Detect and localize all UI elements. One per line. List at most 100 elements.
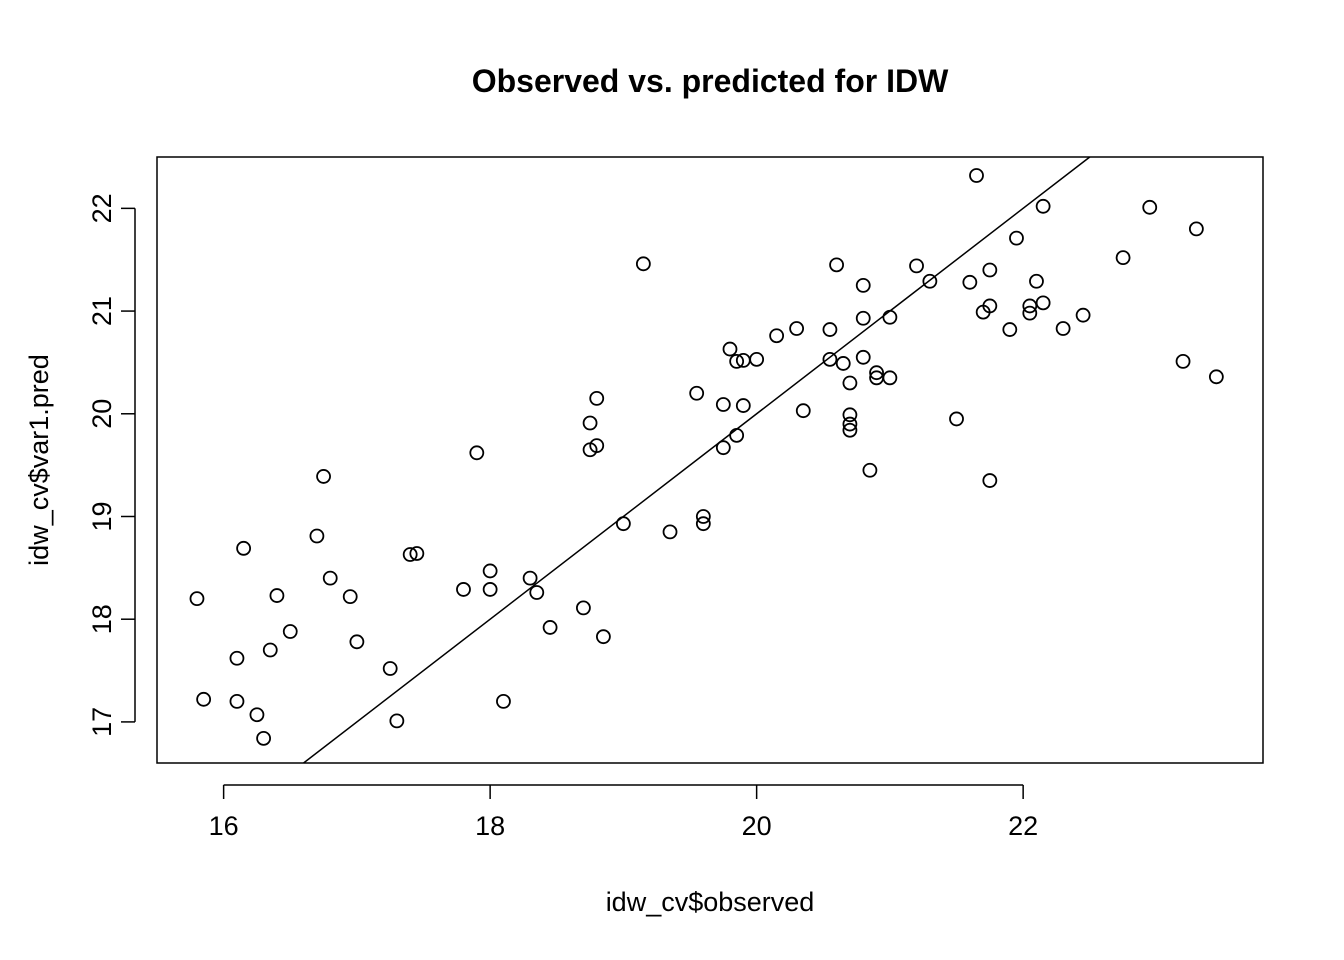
data-point — [269, 588, 285, 603]
data-point — [1029, 273, 1044, 289]
data-point — [949, 411, 964, 427]
data-point — [1009, 230, 1024, 246]
data-point — [482, 582, 498, 597]
data-point — [695, 516, 711, 532]
data-point — [715, 440, 731, 456]
y-axis-label: idw_cv$var1.pred — [24, 354, 54, 566]
data-point — [482, 563, 498, 579]
data-point — [982, 473, 998, 488]
data-point — [282, 624, 298, 639]
data-point — [589, 438, 605, 454]
y-tick-label: 22 — [87, 193, 117, 223]
data-point — [982, 298, 998, 314]
data-point — [456, 582, 471, 597]
data-point — [842, 416, 858, 432]
data-point — [662, 524, 678, 540]
data-point — [789, 321, 805, 336]
x-tick-label: 18 — [475, 811, 505, 841]
data-point — [522, 570, 538, 586]
data-point — [1022, 298, 1038, 314]
data-point — [589, 390, 605, 406]
x-axis: 16 18 20 22 — [209, 784, 1038, 841]
data-point — [349, 634, 365, 650]
data-point — [1035, 198, 1051, 214]
data-point — [236, 540, 252, 556]
plot-frame — [156, 156, 1264, 764]
data-point — [922, 273, 938, 289]
data-point — [882, 309, 898, 325]
data-point — [196, 691, 212, 707]
data-point — [529, 585, 545, 600]
y-tick-label: 21 — [87, 296, 117, 326]
data-point — [249, 707, 265, 723]
data-point — [382, 661, 398, 676]
data-point — [689, 385, 705, 401]
reference-line — [303, 156, 1091, 764]
data-point — [969, 168, 984, 183]
data-point — [735, 398, 751, 413]
y-axis: 17 18 19 20 21 22 — [87, 193, 136, 737]
data-point — [1075, 307, 1091, 323]
y-tick-label: 19 — [87, 501, 117, 531]
data-point — [576, 600, 591, 616]
data-point — [855, 349, 871, 365]
data-point — [822, 322, 838, 337]
data-point — [795, 403, 811, 419]
data-point — [1022, 305, 1038, 321]
data-point — [855, 277, 871, 293]
data-point — [1002, 322, 1018, 337]
data-point — [316, 469, 331, 484]
data-point — [842, 407, 858, 423]
data-point — [1142, 199, 1158, 215]
data-point — [582, 415, 598, 431]
data-point — [1055, 321, 1071, 336]
data-point — [1175, 353, 1191, 369]
data-point — [842, 375, 858, 391]
data-point — [262, 642, 278, 658]
data-point — [256, 730, 272, 746]
data-point — [322, 570, 338, 586]
data-point — [749, 351, 765, 367]
data-point — [229, 650, 245, 666]
data-point — [822, 351, 838, 367]
data-point — [835, 356, 851, 371]
data-point — [715, 397, 731, 412]
data-point — [855, 310, 871, 326]
data-point — [309, 528, 325, 544]
x-tick-label: 16 — [209, 811, 239, 841]
data-point — [615, 516, 631, 532]
x-tick-label: 22 — [1008, 811, 1038, 841]
point-group — [189, 168, 1224, 746]
data-point — [882, 370, 898, 386]
data-point — [962, 274, 978, 290]
data-point — [829, 257, 844, 273]
data-point — [389, 713, 405, 729]
data-point — [909, 258, 924, 274]
y-tick-label: 20 — [87, 399, 117, 429]
data-point — [769, 328, 785, 344]
y-tick-label: 18 — [87, 604, 117, 634]
data-point — [595, 629, 611, 645]
y-tick-label: 17 — [87, 707, 117, 737]
data-point — [695, 509, 711, 524]
data-point — [869, 365, 884, 381]
data-point — [469, 445, 485, 461]
plot-area — [189, 156, 1224, 764]
data-point — [1188, 221, 1204, 237]
data-point — [496, 693, 511, 709]
data-point — [542, 620, 558, 635]
data-point — [1035, 295, 1051, 311]
data-point — [729, 353, 745, 369]
data-point — [1208, 369, 1224, 385]
chart-title: Observed vs. predicted for IDW — [472, 63, 949, 99]
data-point — [402, 547, 418, 562]
data-point — [862, 462, 878, 478]
data-point — [729, 427, 745, 443]
data-point — [189, 591, 205, 607]
data-point — [842, 422, 858, 438]
data-point — [1115, 250, 1131, 266]
x-axis-label: idw_cv$observed — [606, 887, 815, 917]
data-point — [982, 262, 998, 278]
data-point — [409, 546, 425, 561]
